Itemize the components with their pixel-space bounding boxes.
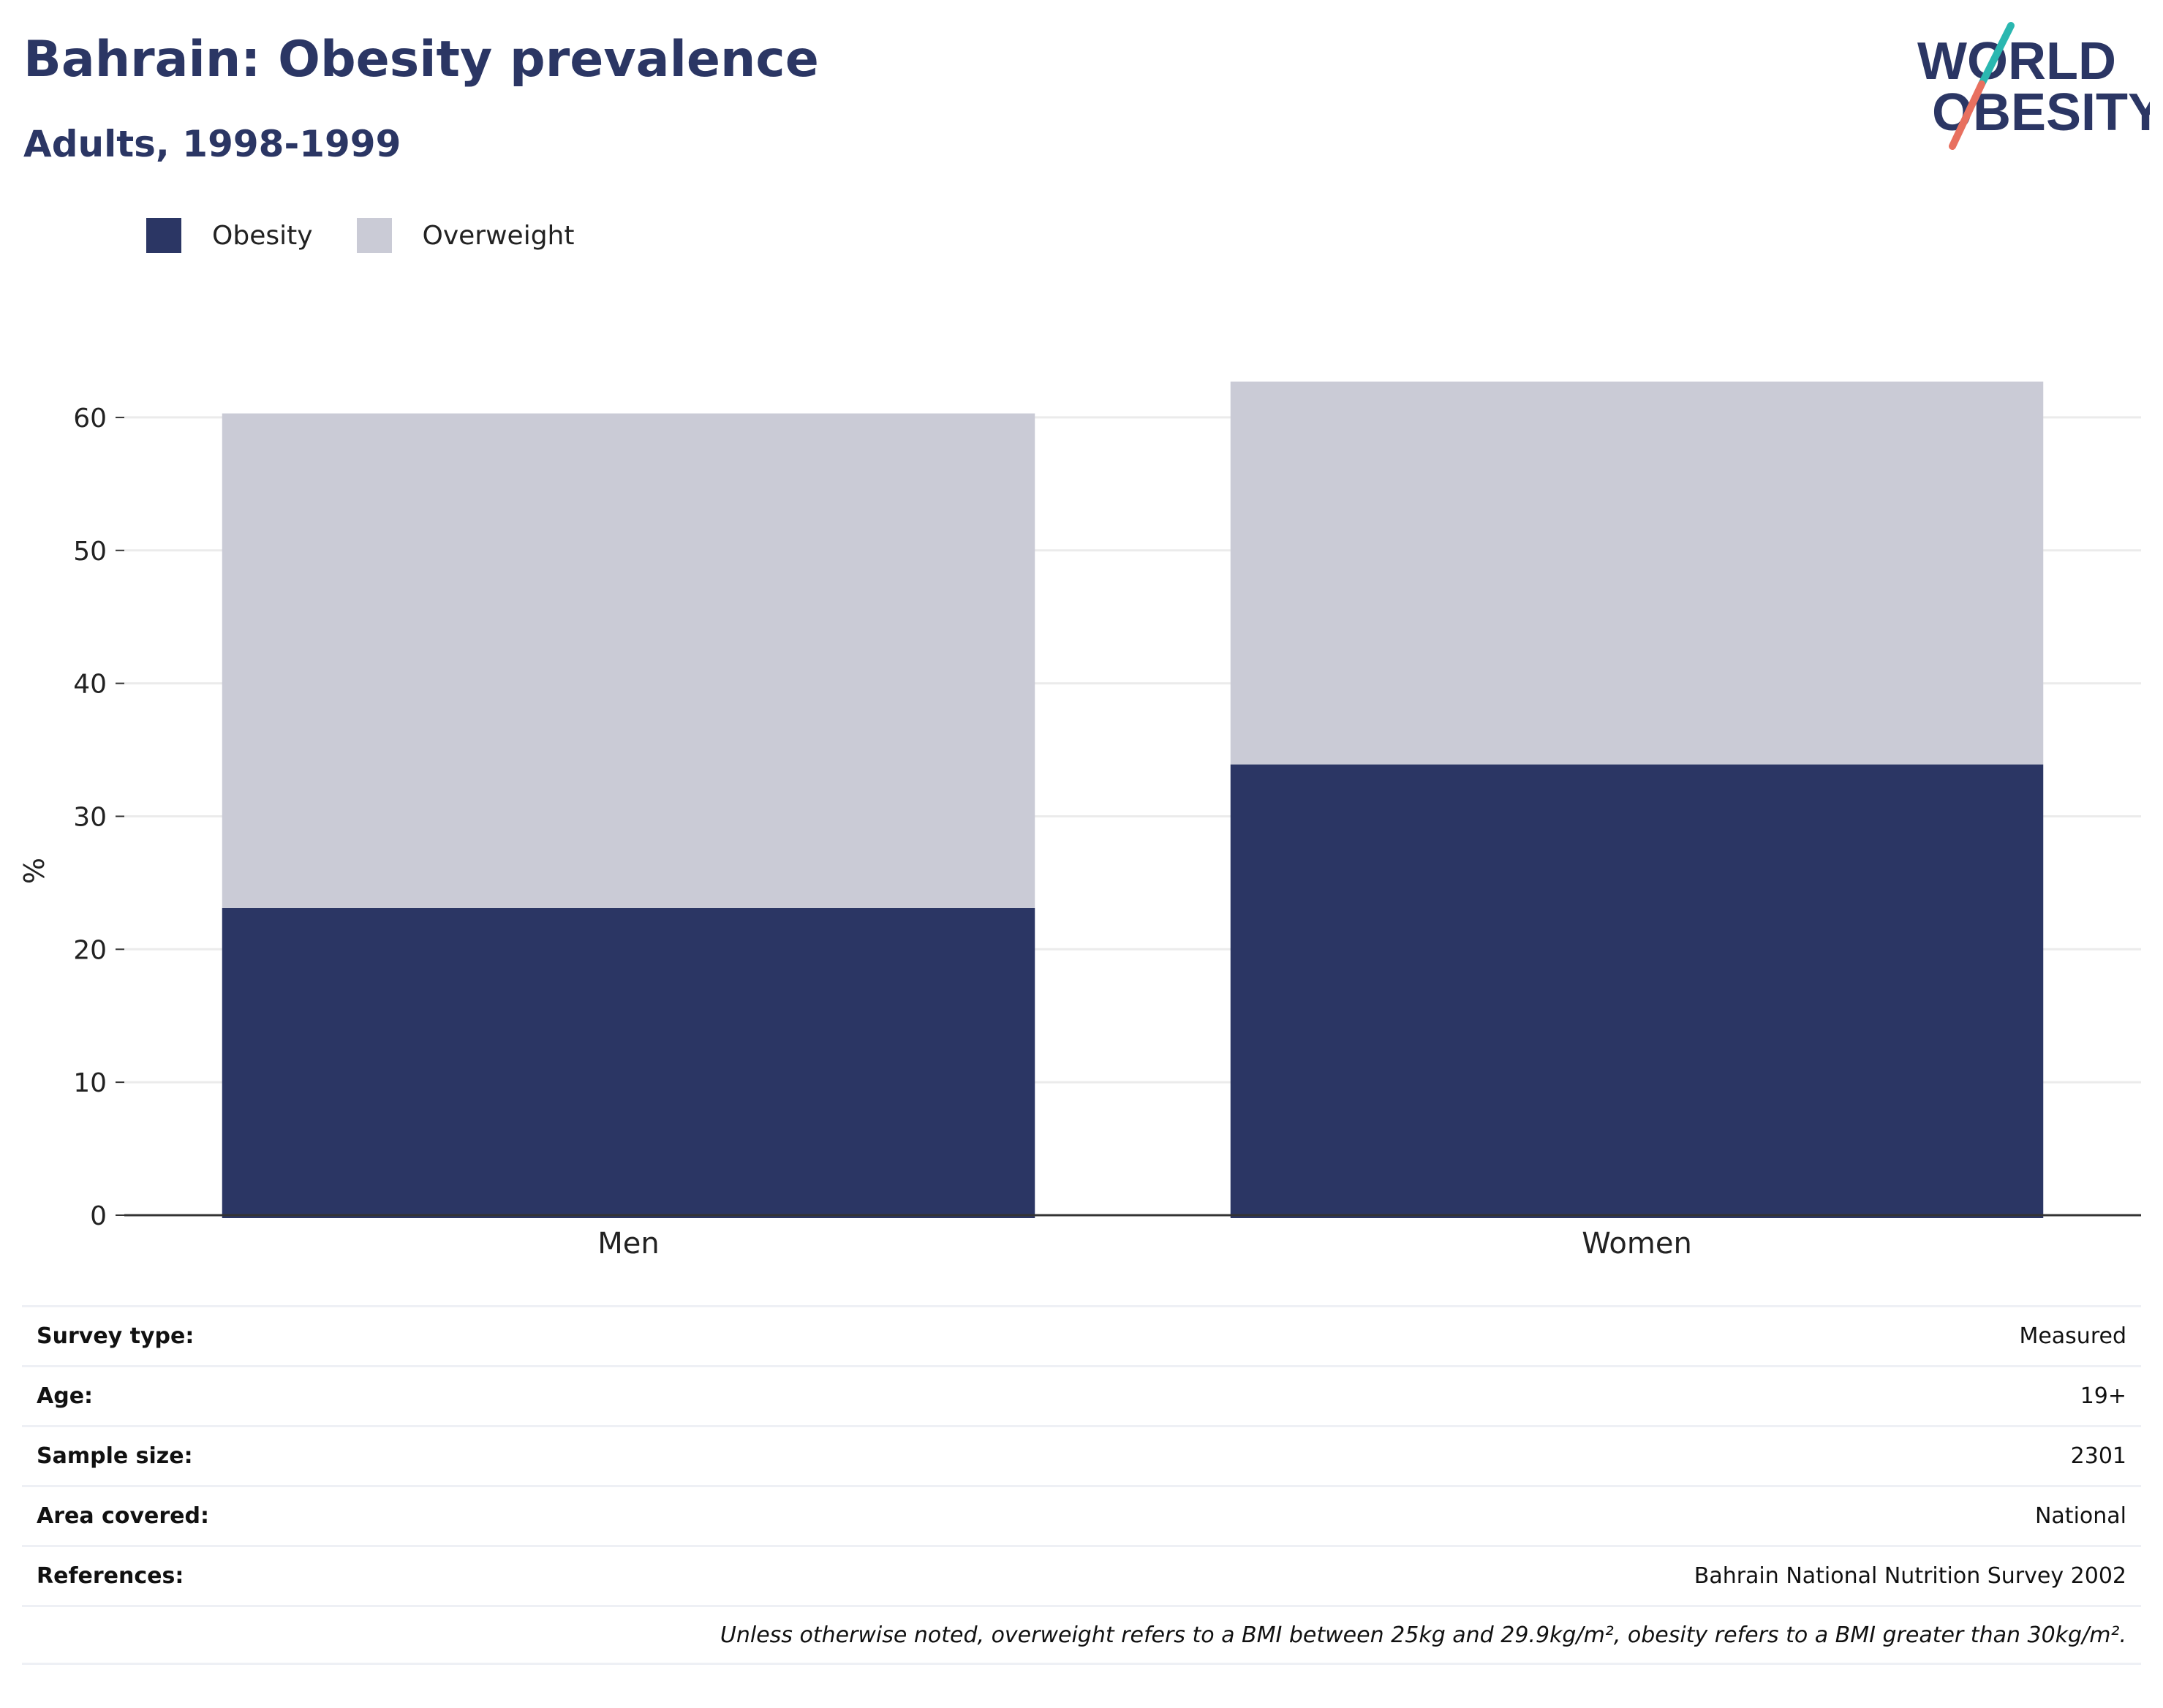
- y-axis-label: %: [18, 858, 50, 884]
- info-row-area-covered: Area covered: National: [22, 1485, 2141, 1545]
- info-label: Sample size:: [37, 1443, 193, 1469]
- info-value: National: [2034, 1503, 2126, 1529]
- x-tick-label: Women: [1582, 1227, 1692, 1261]
- world-obesity-logo: WORLD OBESITY: [1917, 22, 2150, 150]
- info-label: Age:: [37, 1383, 94, 1409]
- survey-info-table: Survey type: Measured Age: 19+ Sample si…: [22, 1305, 2141, 1665]
- page-title: Bahrain: Obesity prevalence: [23, 31, 819, 88]
- info-row-survey-type: Survey type: Measured: [22, 1305, 2141, 1365]
- legend-swatch-overweight: [356, 218, 392, 253]
- bar-obesity-women[interactable]: [1230, 764, 2044, 1218]
- bar-overweight-women[interactable]: [1230, 381, 2044, 765]
- y-axis-ticks: 0 10 20 30 40 50 60: [73, 404, 124, 1231]
- legend-item-obesity[interactable]: Obesity: [146, 218, 313, 253]
- bmi-definition-note: Unless otherwise noted, overweight refer…: [720, 1622, 2126, 1648]
- info-row-sample-size: Sample size: 2301: [22, 1425, 2141, 1485]
- bar-chart: 0 10 20 30 40 50 60 Men Women %: [18, 381, 2141, 1261]
- info-value: Bahrain National Nutrition Survey 2002: [1694, 1563, 2126, 1589]
- y-tick-label: 40: [73, 670, 107, 700]
- y-tick-label: 10: [73, 1068, 107, 1098]
- y-tick-label: 0: [90, 1201, 107, 1231]
- info-label: References:: [37, 1563, 184, 1589]
- legend: Obesity Overweight: [146, 214, 618, 257]
- y-tick-label: 50: [73, 537, 107, 567]
- x-tick-label: Men: [597, 1227, 659, 1261]
- info-row-references: References: Bahrain National Nutrition S…: [22, 1545, 2141, 1605]
- y-tick-label: 20: [73, 935, 107, 965]
- logo-slash-top: [1978, 22, 2015, 88]
- page-subtitle: Adults, 1998-1999: [23, 123, 401, 165]
- info-value: 19+: [2080, 1383, 2126, 1409]
- y-tick-label: 60: [73, 404, 107, 434]
- bar-obesity-men[interactable]: [222, 907, 1035, 1218]
- y-tick-label: 30: [73, 802, 107, 832]
- logo-slash-bottom: [1949, 80, 1985, 150]
- info-value: 2301: [2070, 1443, 2126, 1469]
- legend-label-overweight: Overweight: [422, 220, 575, 251]
- info-label: Area covered:: [37, 1503, 209, 1529]
- info-label: Survey type:: [37, 1323, 195, 1349]
- bar-overweight-men[interactable]: [222, 413, 1035, 908]
- legend-item-overweight[interactable]: Overweight: [356, 218, 575, 253]
- x-axis-ticks: Men Women: [597, 1227, 1692, 1261]
- info-row-note: Unless otherwise noted, overweight refer…: [22, 1605, 2141, 1665]
- info-row-age: Age: 19+: [22, 1365, 2141, 1425]
- legend-label-obesity: Obesity: [212, 220, 313, 251]
- info-value: Measured: [2019, 1323, 2126, 1349]
- bars: [222, 381, 2044, 1218]
- legend-swatch-obesity: [146, 218, 181, 253]
- logo-line1: WORLD: [1917, 32, 2116, 91]
